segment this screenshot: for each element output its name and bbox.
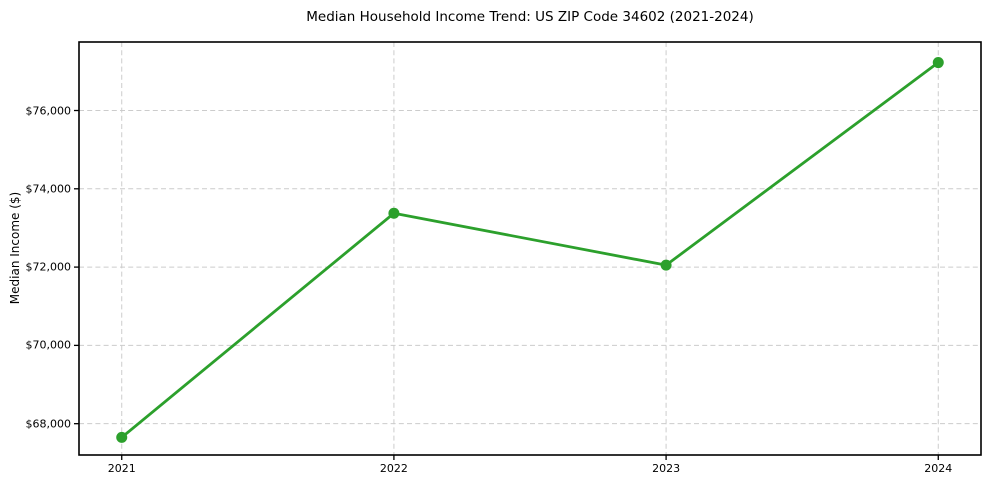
x-tick-label: 2023 [652, 462, 681, 475]
x-tick-label: 2024 [924, 462, 953, 475]
x-tick-label: 2022 [379, 462, 408, 475]
chart-title: Median Household Income Trend: US ZIP Co… [306, 9, 754, 25]
data-point-marker [932, 57, 944, 69]
y-tick-labels: $68,000 $70,000 $72,000 $74,000 $76,000 [0, 0, 72, 490]
y-tick-label: $70,000 [25, 338, 72, 352]
plot-border [78, 41, 982, 456]
data-point-marker [116, 431, 128, 443]
series-line [120, 61, 940, 439]
data-point-marker [660, 259, 672, 271]
y-tick-label: $68,000 [25, 417, 72, 431]
x-tick-labels: 2021 2022 2023 2024 [0, 462, 989, 482]
data-point-marker [388, 207, 400, 219]
y-tick-label: $74,000 [25, 182, 72, 196]
x-tick-label: 2021 [107, 462, 136, 475]
y-tick-label: $72,000 [25, 260, 72, 274]
y-tick-label: $76,000 [25, 104, 72, 117]
